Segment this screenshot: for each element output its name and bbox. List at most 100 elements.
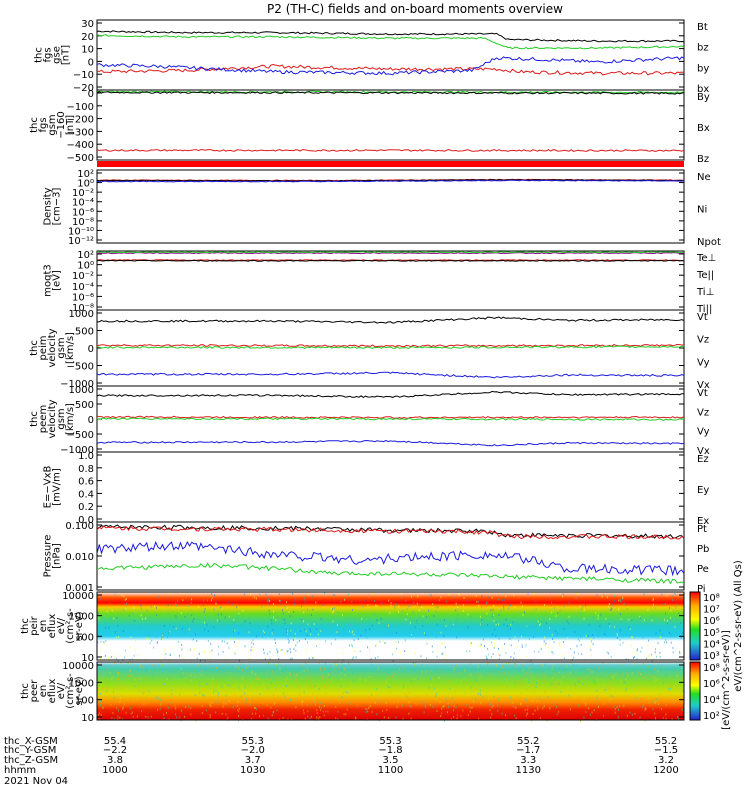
fgs-gsm-ytick-label: 0 bbox=[88, 89, 94, 100]
moms-temp-ytick-label: 10⁰ bbox=[77, 261, 94, 272]
svg-text:[nT]: [nT] bbox=[65, 115, 76, 135]
x-row-label: thc_X-GSM bbox=[4, 736, 58, 747]
svg-text:(cm²-s-: (cm²-s- bbox=[65, 673, 76, 709]
peir-colorbar-tick: 10⁵ bbox=[703, 628, 720, 639]
pressure-legend-Pe: Pe bbox=[697, 564, 709, 575]
svg-text:eV/: eV/ bbox=[56, 617, 67, 634]
svg-text:1030: 1030 bbox=[240, 765, 265, 776]
moms-temp-ytick-label: 10⁻² bbox=[72, 271, 94, 282]
peem-velocity-ytick-label: −500 bbox=[67, 430, 94, 441]
density-ytick-label: 10⁻¹⁰ bbox=[68, 226, 94, 237]
svg-text:3.3: 3.3 bbox=[520, 755, 536, 766]
svg-text:−1.5: −1.5 bbox=[654, 745, 678, 756]
svg-text:peer: peer bbox=[29, 679, 40, 703]
pressure-series-Pb bbox=[96, 525, 685, 540]
peem-velocity-legend-Vx: Vx bbox=[697, 446, 710, 457]
pressure-ytick-label: 0.001 bbox=[65, 583, 94, 594]
svg-text:[km/s]: [km/s] bbox=[65, 403, 76, 435]
pressure-ytick-label: 0.100 bbox=[65, 521, 94, 532]
svg-text:[eV]: [eV] bbox=[52, 270, 63, 291]
pressure-ytick-label: 0.010 bbox=[65, 552, 94, 563]
peir-colorbar-tick: 10³ bbox=[703, 651, 720, 662]
fgs-gse-yticks: 30 20 100 −10 −20 bbox=[73, 19, 684, 94]
peer-colorbar-label: [eV/(cm^2-s-sr-eV)] bbox=[721, 630, 732, 730]
svg-text:eV/: eV/ bbox=[56, 682, 67, 699]
peir-colorbar-label: eV/(cm^2-s-sr-eV) (All Qs) bbox=[733, 560, 744, 692]
efield-ytick-label: 0.4 bbox=[78, 489, 94, 500]
peer-spectrogram-ytick-label: 10 bbox=[81, 713, 94, 724]
peir-colorbar-tick: 10⁶ bbox=[703, 616, 720, 627]
density-ylabel: Density[cm−3] bbox=[43, 187, 63, 225]
peir-spectrogram-ytick-label: 100 bbox=[75, 632, 94, 643]
peim-velocity-series-Vx bbox=[96, 371, 685, 379]
peer-spectrogram-heatmap bbox=[97, 662, 685, 722]
svg-text:en: en bbox=[38, 685, 49, 698]
peer-spectrogram-frame bbox=[96, 661, 685, 721]
peir-spectrogram-yticks: 10000 1000 100 10 bbox=[62, 591, 684, 664]
peim-velocity-series-Vt bbox=[96, 316, 685, 324]
peir-colorbar-tick: 10⁸ bbox=[703, 593, 720, 604]
density-legend-Npot: Npot bbox=[697, 237, 721, 248]
density-ytick-label: 10⁻¹² bbox=[68, 236, 94, 247]
svg-text:gsm: gsm bbox=[56, 337, 67, 358]
peem-velocity-series-Vz bbox=[96, 415, 685, 419]
peem-velocity-ytick-label: 0 bbox=[88, 415, 94, 426]
efield-legend-Ex: Ex bbox=[697, 516, 709, 527]
peim-velocity-ytick-label: 0 bbox=[88, 344, 94, 355]
efield-yticks: 1.0 0.8 0.60.4 0.2 0.0 bbox=[78, 451, 684, 526]
moms-temp-ytick-label: 10⁻⁸ bbox=[72, 303, 94, 314]
peir-colorbar-tick: 10⁷ bbox=[703, 605, 720, 616]
efield-ylabel: E=−VxB[mV/m] bbox=[43, 466, 63, 509]
svg-text:peir: peir bbox=[29, 615, 40, 635]
pressure-yticks: 0.100 0.010 0.001 bbox=[65, 521, 684, 594]
svg-text:3.8: 3.8 bbox=[107, 755, 123, 766]
density-ytick-label: 10⁻⁶ bbox=[72, 207, 94, 218]
svg-text:55.3: 55.3 bbox=[379, 736, 401, 747]
colorbar-labels: eV/(cm^2-s-sr-eV) (All Qs)[eV/(cm^2-s-sr… bbox=[721, 560, 744, 730]
svg-text:[mV/m]: [mV/m] bbox=[52, 468, 63, 506]
moms-temp-legend-Te⊥: Te⊥ bbox=[696, 253, 716, 264]
peem-velocity-series-Vt bbox=[96, 390, 684, 398]
svg-text:thc: thc bbox=[34, 47, 45, 63]
svg-text:en: en bbox=[38, 620, 49, 633]
fgs-gse-legend: Bt bz by bx bbox=[697, 22, 709, 95]
svg-text:−160: −160 bbox=[56, 111, 67, 138]
svg-text:[km/s]: [km/s] bbox=[65, 332, 76, 364]
density-ytick-label: 10⁻⁴ bbox=[72, 198, 94, 209]
peim-velocity-ytick-label: 1000 bbox=[69, 309, 94, 320]
moms-temp-series-Te|| bbox=[96, 259, 685, 262]
svg-text:fgs: fgs bbox=[43, 47, 54, 62]
chart-title: P2 (TH-C) fields and on-board moments ov… bbox=[267, 2, 563, 16]
svg-text:thc: thc bbox=[29, 411, 40, 427]
peer-spectrogram-ytick-label: 10000 bbox=[62, 661, 94, 672]
peer-colorbar-tick: 10⁴ bbox=[703, 695, 720, 706]
peer-colorbar: 10⁸ 10⁶ 10⁴ 10² bbox=[689, 661, 720, 722]
peim-velocity-ytick-label: 500 bbox=[75, 327, 94, 338]
fgs-gsm-series-Bz bbox=[96, 148, 685, 152]
svg-text:1130: 1130 bbox=[516, 765, 541, 776]
peim-velocity-ytick-label: −500 bbox=[67, 362, 94, 373]
quality-flag-bar bbox=[97, 161, 684, 167]
fgs-gse-ytick-label: 20 bbox=[81, 32, 94, 43]
svg-text:peem: peem bbox=[38, 405, 49, 433]
svg-text:3.5: 3.5 bbox=[383, 755, 399, 766]
svg-text:−1.8: −1.8 bbox=[378, 745, 402, 756]
pressure-series-Pi bbox=[96, 540, 685, 577]
moms-temp-legend: Te⊥ Te|| Ti⊥ Ti|| bbox=[696, 253, 716, 315]
svg-text:−2.0: −2.0 bbox=[241, 745, 265, 756]
density-series-Npot bbox=[96, 179, 685, 183]
efield-legend: Ez Ey Ex bbox=[697, 454, 709, 527]
svg-text:eflux: eflux bbox=[47, 614, 58, 639]
x-row-label: hhmm bbox=[4, 765, 36, 776]
svg-text:3.7: 3.7 bbox=[245, 755, 261, 766]
peer-colorbar-tick: 10⁸ bbox=[703, 663, 720, 674]
svg-text:1000: 1000 bbox=[102, 765, 127, 776]
peer-spectrogram-field bbox=[97, 662, 684, 720]
